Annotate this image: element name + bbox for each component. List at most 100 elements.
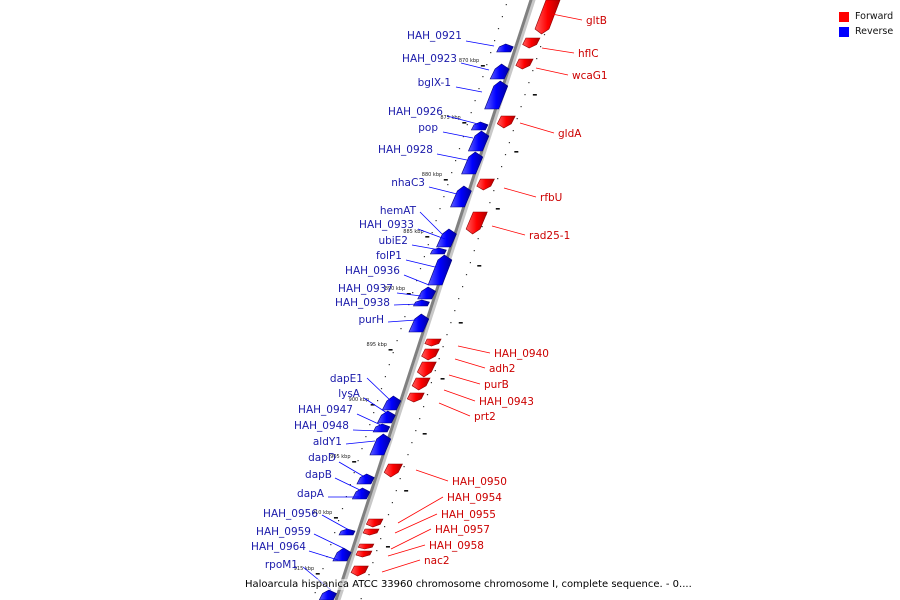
- gene-label-purb[interactable]: purB: [484, 379, 509, 391]
- gene-label-hemat[interactable]: hemAT: [380, 205, 417, 217]
- leader-line-hah-0957: [390, 528, 432, 550]
- gene-block-hah-0933[interactable]: [436, 228, 457, 248]
- gene-label-pop[interactable]: pop: [418, 122, 438, 134]
- gene-label-hah-0948[interactable]: HAH_0948: [294, 420, 349, 432]
- gene-label-ubie2[interactable]: ubiE2: [378, 235, 408, 247]
- gene-block-nac2[interactable]: [350, 565, 369, 577]
- gene-label-dapd[interactable]: dapD: [308, 452, 336, 464]
- scale-label: 895 kbp: [367, 342, 387, 348]
- gene-label-hah-0926[interactable]: HAH_0926: [388, 106, 443, 118]
- gene-block-dapd[interactable]: [356, 473, 375, 485]
- legend-label-forward: Forward: [855, 11, 894, 22]
- gene-block-hah-0923[interactable]: [489, 63, 510, 80]
- track-dot: [501, 166, 503, 168]
- gene-label-hah-0938[interactable]: HAH_0938: [335, 297, 390, 309]
- gene-block-gltb[interactable]: [534, 0, 561, 35]
- track-dot: [392, 352, 394, 354]
- gene-block-purh[interactable]: [408, 313, 430, 333]
- gene-block-lysa[interactable]: [376, 410, 396, 424]
- gene-label-dapb[interactable]: dapB: [305, 469, 332, 481]
- gene-label-hah-0964[interactable]: HAH_0964: [251, 541, 306, 553]
- gene-block-hah-0937[interactable]: [417, 286, 437, 300]
- gene-block-hah-0948[interactable]: [372, 423, 391, 433]
- gene-label-rfbu[interactable]: rfbU: [540, 192, 562, 204]
- gene-label-hflc[interactable]: hflC: [578, 48, 599, 60]
- gene-block-hah-0964[interactable]: [332, 547, 352, 562]
- gene-label-hah-0928[interactable]: HAH_0928: [378, 144, 433, 156]
- gene-label-hah-0957[interactable]: HAH_0957: [435, 524, 490, 536]
- gene-label-bglx-1[interactable]: bglX-1: [418, 77, 451, 89]
- gene-label-hah-0954[interactable]: HAH_0954: [447, 492, 502, 504]
- gene-label-dape1[interactable]: dapE1: [330, 373, 363, 385]
- gene-block-pop[interactable]: [467, 130, 490, 152]
- gene-label-folp1[interactable]: folP1: [376, 250, 402, 262]
- gene-block-hah-0950[interactable]: [383, 463, 403, 478]
- gene-label-lysa[interactable]: lysA: [338, 388, 361, 400]
- gene-block-nhac3[interactable]: [450, 185, 472, 208]
- gene-block-glda[interactable]: [496, 115, 516, 129]
- gene-label-dapa[interactable]: dapA: [297, 488, 325, 500]
- gene-block-rfbu[interactable]: [476, 178, 495, 191]
- gene-labels: gltB hflC wcaG1 gldA rfbU rad25-1 HAH_0940 adh2…: [251, 13, 608, 591]
- gene-block-rad25-1[interactable]: [465, 211, 488, 235]
- gene-block-hah-0948[interactable]: [369, 433, 392, 456]
- gene-block-hah-0954[interactable]: [365, 518, 384, 528]
- gene-block-hah-0921[interactable]: [496, 43, 514, 53]
- gene-label-nac2[interactable]: nac2: [424, 555, 450, 567]
- scale-labels: 870 kbp 875 kbp 880 kbp 885 kbp 890 kbp 895 k…: [294, 58, 479, 572]
- gene-label-hah-0956[interactable]: HAH_0956: [263, 508, 318, 520]
- gene-label-nhac3[interactable]: nhaC3: [391, 177, 425, 189]
- leader-line-hah-0933: [417, 228, 446, 240]
- gene-block-hah-0938[interactable]: [413, 299, 430, 307]
- gene-label-hah-0921[interactable]: HAH_0921: [407, 30, 462, 42]
- gene-label-hah-0947[interactable]: HAH_0947: [298, 404, 353, 416]
- gene-label-hah-0933[interactable]: HAH_0933: [359, 219, 414, 231]
- gene-block-bglx-1[interactable]: [484, 80, 509, 110]
- gene-label-hah-0958[interactable]: HAH_0958: [429, 540, 484, 552]
- gene-block-folp1[interactable]: [427, 254, 453, 286]
- gene-block-hah-0943[interactable]: [411, 377, 431, 391]
- gene-label-gltb[interactable]: gltB: [586, 15, 607, 27]
- track-dot: [528, 82, 530, 84]
- gene-label-glda[interactable]: gldA: [558, 128, 582, 140]
- gene-label-rad25-1[interactable]: rad25-1: [529, 230, 570, 242]
- gene-label-hah-0959[interactable]: HAH_0959: [256, 526, 311, 538]
- gene-block-prt2[interactable]: [406, 392, 425, 403]
- gene-label-aldy1[interactable]: aldY1: [313, 436, 342, 448]
- leader-line-hah-0964: [308, 550, 339, 561]
- gene-label-purh[interactable]: purH: [358, 314, 384, 326]
- gene-block-hah-0926[interactable]: [470, 121, 489, 131]
- scale-label: 915 kbp: [294, 566, 314, 572]
- track-dot: [427, 244, 429, 246]
- gene-label-hah-0955[interactable]: HAH_0955: [441, 509, 496, 521]
- gene-label-hah-0937[interactable]: HAH_0937: [338, 283, 393, 295]
- gene-label-adh2[interactable]: adh2: [489, 363, 515, 375]
- gene-block-hah-0928[interactable]: [461, 151, 484, 175]
- gene-label-hah-0940[interactable]: HAH_0940: [494, 348, 549, 360]
- gene-block-rpom1[interactable]: [318, 589, 337, 600]
- gene-label-prt2[interactable]: prt2: [474, 411, 496, 423]
- gene-block-purb[interactable]: [416, 361, 437, 378]
- track-dot: [423, 256, 425, 258]
- gene-block-dapa[interactable]: [351, 487, 371, 500]
- gene-block-hah-0956[interactable]: [338, 528, 356, 536]
- gene-block-ubie2[interactable]: [429, 247, 447, 255]
- gene-label-hah-0936[interactable]: HAH_0936: [345, 265, 400, 277]
- gene-block-hah-0955[interactable]: [362, 528, 380, 536]
- gene-label-rpom1[interactable]: rpoM1: [265, 559, 298, 571]
- gene-block-hah-0958[interactable]: [355, 550, 373, 558]
- scale-tick: [532, 94, 537, 96]
- gene-block-hah-0940[interactable]: [424, 338, 442, 347]
- gene-label-hah-0923[interactable]: HAH_0923: [402, 53, 457, 65]
- gene-label-hah-0943[interactable]: HAH_0943: [479, 396, 534, 408]
- track-dot: [314, 592, 316, 594]
- gene-block-hflc[interactable]: [522, 37, 541, 49]
- track-dot: [404, 316, 406, 318]
- gene-block-wcag1[interactable]: [515, 58, 534, 70]
- gene-block-hah-0957[interactable]: [357, 543, 375, 550]
- gene-block-adh2[interactable]: [421, 348, 440, 361]
- gene-label-hah-0950[interactable]: HAH_0950: [452, 476, 507, 488]
- gene-block-dape1[interactable]: [381, 395, 402, 411]
- gene-label-wcag1[interactable]: wcaG1: [572, 70, 608, 82]
- leader-line-pop: [442, 131, 474, 139]
